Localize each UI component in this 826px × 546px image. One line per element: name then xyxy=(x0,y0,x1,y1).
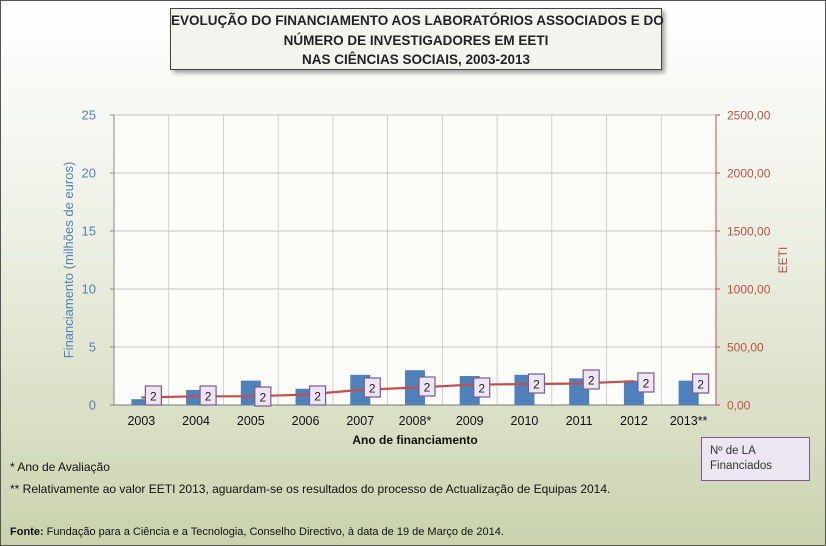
y2-axis-title: EETI xyxy=(776,247,790,274)
la-count-box xyxy=(363,377,381,398)
x-tick-label: 2012 xyxy=(620,414,648,428)
left-tick-label: 5 xyxy=(89,340,96,355)
x-tick-label: 2005 xyxy=(237,414,265,428)
source-note: Fonte: Fundação para a Ciência e a Tecno… xyxy=(10,526,504,538)
la-count-label: 2 xyxy=(424,381,431,395)
x-tick-label: 2006 xyxy=(292,414,320,428)
x-tick-label: 2013** xyxy=(670,414,708,428)
right-tick-label: 2000,00 xyxy=(727,167,771,181)
la-count-label: 2 xyxy=(533,378,540,392)
legend-la-line-2: Financiados xyxy=(710,460,773,472)
eeti-line xyxy=(141,380,634,399)
right-tick-label: 1500,00 xyxy=(727,225,771,239)
x-tick-label: 2010 xyxy=(511,414,539,428)
x-tick-label: 2004 xyxy=(182,414,210,428)
la-count-label: 2 xyxy=(314,390,321,404)
x-tick-label: 2008* xyxy=(399,414,432,428)
la-count-label: 2 xyxy=(588,374,595,388)
la-count-box xyxy=(582,369,600,390)
x-tick-label: 2003 xyxy=(127,414,155,428)
la-count-label: 2 xyxy=(643,377,650,391)
right-tick-label: 500,00 xyxy=(727,341,764,355)
chart-title-line-3: NAS CIÊNCIAS SOCIAIS, 2003-2013 xyxy=(301,52,531,67)
la-count-box xyxy=(308,385,327,406)
la-count-label: 2 xyxy=(697,378,704,392)
left-tick-label: 0 xyxy=(89,398,96,413)
la-count-box xyxy=(637,372,655,393)
y-axis-title: Financiamento (milhões de euros) xyxy=(61,162,76,359)
source-text: Fundação para a Ciência e a Tecnologia, … xyxy=(43,526,504,538)
plot-area xyxy=(114,115,716,405)
la-count-label: 2 xyxy=(369,382,376,396)
left-tick-label: 25 xyxy=(82,108,96,123)
legend-la-financiados: Nº de LA Financiados xyxy=(701,437,810,481)
x-axis-title: Ano de financiamento xyxy=(352,433,477,447)
la-count-box xyxy=(418,376,436,397)
right-tick-label: 2500,00 xyxy=(727,109,771,123)
note-avaliacao: * Ano de Avaliação xyxy=(10,460,110,474)
left-tick-label: 15 xyxy=(82,224,96,239)
chart-title: EVOLUÇÃO DO FINANCIAMENTO AOS LABORATÓRI… xyxy=(170,8,664,70)
la-count-label: 2 xyxy=(150,390,157,404)
la-count-box xyxy=(692,373,710,394)
right-tick-label: 0,00 xyxy=(727,399,751,413)
la-count-box xyxy=(199,385,217,406)
right-tick-label: 1000,00 xyxy=(727,283,771,297)
la-count-box xyxy=(473,377,491,398)
la-count-label: 2 xyxy=(259,391,266,405)
source-label: Fonte: xyxy=(10,526,44,538)
bar xyxy=(131,399,152,405)
x-tick-label: 2011 xyxy=(566,414,593,428)
left-tick-label: 10 xyxy=(82,282,96,297)
left-tick-label: 20 xyxy=(82,166,96,181)
x-tick-label: 2007 xyxy=(346,414,374,428)
la-count-label: 2 xyxy=(205,390,212,404)
la-count-box xyxy=(527,373,546,394)
note-eeti-2013: ** Relativamente ao valor EETI 2013, agu… xyxy=(10,482,611,496)
la-count-box xyxy=(144,385,162,406)
la-count-label: 2 xyxy=(478,382,485,396)
chart-title-line-1: EVOLUÇÃO DO FINANCIAMENTO AOS LABORATÓRI… xyxy=(171,13,664,28)
la-count-box xyxy=(254,386,272,407)
chart-title-line-2: NÚMERO DE INVESTIGADORES EM EETI xyxy=(283,32,549,48)
x-tick-label: 2009 xyxy=(456,414,484,428)
legend-la-line-1: Nº de LA xyxy=(710,445,756,457)
